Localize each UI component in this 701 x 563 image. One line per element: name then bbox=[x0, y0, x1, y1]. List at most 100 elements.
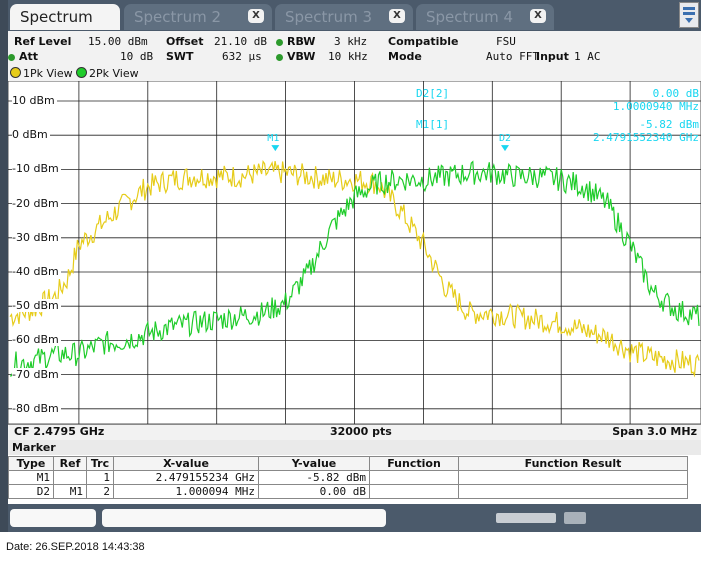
col-type: Type bbox=[8, 456, 54, 471]
row-ref: M1 bbox=[53, 484, 87, 499]
d2-readout-name: D2[2] bbox=[416, 87, 450, 100]
marker-table-title: Marker bbox=[8, 440, 701, 455]
y-axis-label: -80 dBm bbox=[12, 401, 61, 415]
status-field-message[interactable] bbox=[102, 509, 386, 527]
status-bar bbox=[8, 504, 701, 532]
close-icon[interactable]: X bbox=[530, 9, 546, 23]
y-axis-label: -40 dBm bbox=[12, 265, 61, 278]
swt-label: SWT bbox=[166, 50, 194, 63]
y-axis-label: -70 dBm bbox=[12, 367, 61, 381]
left-strip bbox=[0, 0, 8, 532]
row-trc: 2 bbox=[86, 484, 114, 499]
analyzer-screen: Spectrum Spectrum 2 X Spectrum 3 X Spect… bbox=[0, 0, 701, 532]
row-y-value: -5.82 dBm bbox=[258, 470, 370, 485]
compatible-value: FSU bbox=[496, 35, 516, 48]
marker-table: Type Ref Trc X-value Y-value Function Fu… bbox=[8, 456, 688, 499]
table-row[interactable]: M1 1 2.479155234 GHz -5.82 dBm bbox=[8, 470, 688, 485]
span: Span 3.0 MHz bbox=[612, 425, 697, 438]
rbw-value: 3 kHz bbox=[334, 35, 368, 48]
row-type: M1 bbox=[8, 470, 54, 485]
y-axis-label: -60 dBm bbox=[12, 333, 61, 347]
marker-m1-icon bbox=[271, 145, 280, 152]
trace-2-view[interactable]: 2Pk View bbox=[76, 67, 139, 80]
y-axis-label: 10 dBm bbox=[12, 94, 57, 107]
tab-spectrum-3[interactable]: Spectrum 3 X bbox=[275, 4, 413, 30]
ref-level-label: Ref Level bbox=[14, 35, 72, 48]
sweep-points: 32000 pts bbox=[330, 425, 392, 438]
trace-1-view-label: 1Pk View bbox=[23, 67, 73, 80]
col-y-value: Y-value bbox=[258, 456, 370, 471]
coupled-dot-icon bbox=[8, 53, 15, 61]
swt-value: 632 µs bbox=[222, 50, 262, 63]
y-axis-label: 0 dBm bbox=[12, 128, 50, 142]
rbw-label-text: RBW bbox=[287, 35, 316, 48]
tab-label: Spectrum bbox=[20, 8, 93, 26]
mode-value: Auto FFT bbox=[486, 50, 539, 63]
spectrum-chart: M1 D2 bbox=[8, 81, 701, 424]
input-label: Input bbox=[536, 50, 569, 63]
vbw-label: VBW bbox=[276, 50, 315, 63]
settings-header: Ref Level 15.00 dBm Offset 21.10 dB RBW … bbox=[8, 31, 701, 66]
display-config-icon bbox=[683, 7, 695, 23]
att-label: Att bbox=[8, 50, 38, 63]
marker-table-panel: Marker Type Ref Trc X-value Y-value Func… bbox=[8, 440, 701, 504]
trace-1-dot-icon bbox=[10, 67, 21, 78]
row-x-value: 2.479155234 GHz bbox=[113, 470, 259, 485]
trace-view-row: 1Pk View 2Pk View bbox=[8, 66, 701, 81]
tab-bar: Spectrum Spectrum 2 X Spectrum 3 X Spect… bbox=[8, 0, 701, 31]
col-x-value: X-value bbox=[113, 456, 259, 471]
tab-label: Spectrum 2 bbox=[134, 8, 221, 26]
y-axis-label: -50 dBm bbox=[12, 299, 61, 313]
close-icon[interactable]: X bbox=[248, 9, 264, 23]
tab-spectrum-4[interactable]: Spectrum 4 X bbox=[416, 4, 554, 30]
row-function-result bbox=[458, 470, 688, 485]
rbw-label: RBW bbox=[276, 35, 315, 48]
tab-label: Spectrum 3 bbox=[285, 8, 372, 26]
coupled-dot-icon bbox=[276, 53, 283, 61]
trace-2-line bbox=[9, 160, 700, 377]
tab-spectrum-2[interactable]: Spectrum 2 X bbox=[124, 4, 272, 30]
y-axis-label: -30 dBm bbox=[12, 230, 61, 244]
d2-readout-freq: 1.0000940 MHz bbox=[612, 100, 699, 113]
col-function-result: Function Result bbox=[458, 456, 688, 471]
vbw-value: 10 kHz bbox=[328, 50, 368, 63]
center-frequency: CF 2.4795 GHz bbox=[14, 425, 105, 438]
trace-2-view-label: 2Pk View bbox=[89, 67, 139, 80]
row-trc: 1 bbox=[86, 470, 114, 485]
row-function bbox=[369, 470, 459, 485]
trace-2-dot-icon bbox=[76, 67, 87, 78]
mode-label: Mode bbox=[388, 50, 422, 63]
offset-value: 21.10 dB bbox=[214, 35, 267, 48]
col-ref: Ref bbox=[53, 456, 87, 471]
spectrum-plot[interactable]: M1 D2 10 dBm 0 dBm -10 dBm -20 dBm -30 dBm -40… bbox=[8, 81, 701, 424]
status-field-left[interactable] bbox=[10, 509, 96, 527]
tab-label: Spectrum 4 bbox=[426, 8, 513, 26]
m1-readout-freq: 2.4791552340 GHz bbox=[593, 131, 699, 144]
row-ref bbox=[53, 470, 87, 485]
display-config-button[interactable] bbox=[679, 2, 699, 28]
row-type: D2 bbox=[8, 484, 54, 499]
y-axis-label: -10 dBm bbox=[12, 162, 61, 176]
col-function: Function bbox=[369, 456, 459, 471]
att-label-text: Att bbox=[19, 50, 39, 63]
marker-table-header: Type Ref Trc X-value Y-value Function Fu… bbox=[8, 456, 688, 471]
att-value: 10 dB bbox=[120, 50, 154, 63]
m1-readout-level: -5.82 dBm bbox=[639, 118, 699, 131]
compatible-label: Compatible bbox=[388, 35, 459, 48]
tab-spectrum[interactable]: Spectrum bbox=[10, 4, 120, 30]
progress-bar bbox=[496, 513, 556, 523]
row-x-value: 1.000094 MHz bbox=[113, 484, 259, 499]
vbw-label-text: VBW bbox=[287, 50, 316, 63]
marker-d2-tag: D2 bbox=[499, 133, 511, 144]
table-row[interactable]: D2 M1 2 1.000094 MHz 0.00 dB bbox=[8, 484, 688, 499]
row-y-value: 0.00 dB bbox=[258, 484, 370, 499]
close-icon[interactable]: X bbox=[389, 9, 405, 23]
col-trc: Trc bbox=[86, 456, 114, 471]
row-function-result bbox=[458, 484, 688, 499]
coupled-dot-icon bbox=[276, 38, 283, 46]
row-function bbox=[369, 484, 459, 499]
offset-label: Offset bbox=[166, 35, 204, 48]
y-axis-label: -20 dBm bbox=[12, 196, 61, 210]
trace-1-view[interactable]: 1Pk View bbox=[10, 67, 73, 80]
activity-icon bbox=[564, 512, 586, 524]
